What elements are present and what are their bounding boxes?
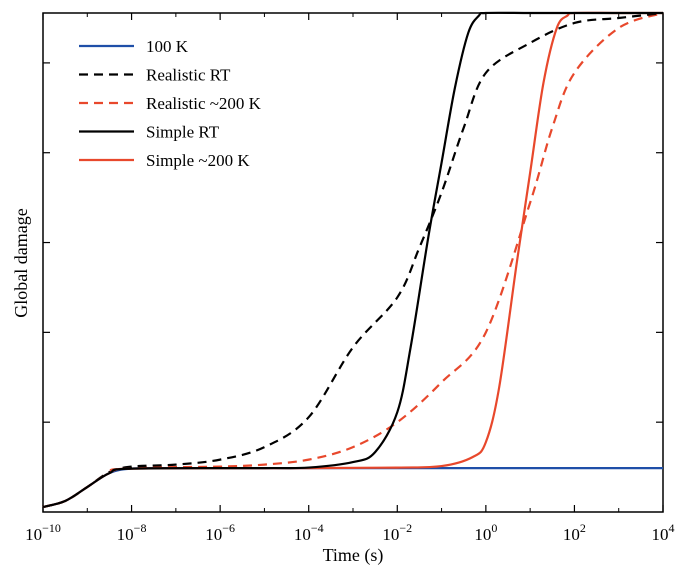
legend-label: Simple RT	[146, 123, 220, 142]
series-line	[42, 11, 663, 509]
series-line	[42, 466, 663, 509]
legend: 100 K Realistic RT Realistic ~200 K Simple …	[79, 37, 262, 170]
y-axis-label: Global damage	[11, 208, 31, 317]
legend-label: Realistic RT	[146, 66, 231, 85]
x-axis-label: Time (s)	[323, 545, 384, 566]
series-line	[42, 11, 663, 509]
legend-label: Simple ~200 K	[146, 151, 250, 170]
x-tick-label: 10−2	[382, 521, 412, 544]
axis-ticks: 10−10 10−8 10−6 10−4 10−2 100 102 104	[25, 13, 675, 544]
legend-label: Realistic ~200 K	[146, 94, 262, 113]
x-tick-label: 10−10	[25, 521, 61, 544]
series-line	[42, 11, 664, 509]
legend-label: 100 K	[146, 37, 189, 56]
series-group	[42, 11, 664, 509]
x-tick-label: 10−6	[205, 521, 235, 544]
x-tick-label: 104	[652, 521, 675, 544]
x-tick-label: 10−4	[294, 521, 324, 544]
x-tick-label: 102	[563, 521, 586, 544]
plot-frame	[42, 12, 664, 513]
x-tick-label: 100	[474, 521, 497, 544]
x-tick-label: 10−8	[117, 521, 147, 544]
series-line	[42, 11, 664, 509]
